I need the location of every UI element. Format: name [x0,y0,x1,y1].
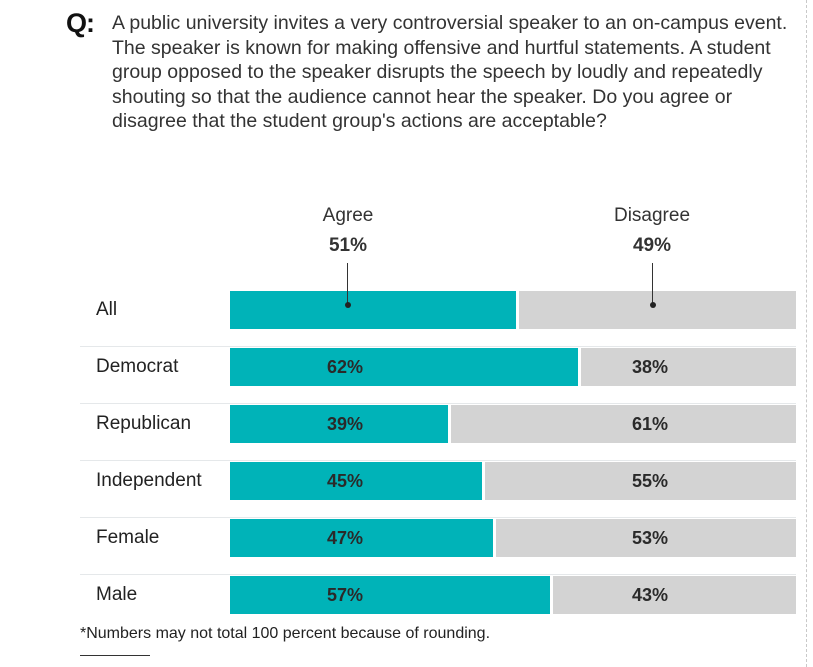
legend-agree-label: Agree [322,205,374,226]
bar-agree: 62% [230,348,578,386]
data-label-disagree: 38% [632,357,669,377]
data-label-agree: 57% [327,585,364,605]
bar-disagree: 43% [553,576,796,614]
chart-row-democrat: Democrat 62% 38% [80,346,796,405]
legend-agree-value: 51% [328,235,368,256]
footnote: *Numbers may not total 100 percent becau… [80,625,491,642]
chart-row-all: All [80,291,796,348]
data-label-agree: 39% [327,414,364,434]
bar-agree: 45% [230,462,482,500]
question-text: A public university invites a very contr… [112,12,788,132]
legend-disagree-leader-dot [649,302,656,308]
bar-disagree: 53% [496,519,796,557]
data-label-agree: 45% [327,471,364,491]
legend-disagree-value: 49% [632,235,672,256]
data-label-disagree: 55% [632,471,669,491]
chart-row-republican: Republican 39% 61% [80,403,796,462]
category-label: Male [96,584,138,605]
bar-agree: 47% [230,519,493,557]
data-label-disagree: 53% [632,528,669,548]
footnote-rule [80,655,150,656]
data-label-disagree: 61% [632,414,669,434]
bar-disagree: 61% [451,405,796,443]
row-separator [80,517,796,518]
legend-agree: Agree 51% [278,205,418,257]
page-edge-divider [806,0,807,667]
row-separator [80,403,796,404]
chart-row-female: Female 47% 53% [80,517,796,576]
row-separator [80,574,796,575]
bar-agree: 39% [230,405,448,443]
question-marker: Q: [66,8,95,38]
row-separator [80,346,796,347]
legend-disagree-leader-line [652,263,653,303]
legend-agree-leader-line [347,263,348,303]
data-label-disagree: 43% [632,585,669,605]
bar-disagree: 38% [581,348,796,386]
data-label-agree: 47% [327,528,364,548]
chart-row-male: Male 57% 43% [80,574,796,633]
category-label: Independent [96,470,202,491]
category-label: Republican [96,413,192,434]
legend-agree-leader-dot [344,302,351,308]
category-label: All [96,299,118,320]
chart-row-independent: Independent 45% 55% [80,460,796,519]
category-label: Democrat [96,356,179,377]
data-label-agree: 62% [327,357,364,377]
legend-disagree-label: Disagree [613,205,691,226]
bar-agree [230,291,516,329]
bar-agree: 57% [230,576,550,614]
bar-disagree: 55% [485,462,796,500]
legend-disagree: Disagree 49% [582,205,722,257]
row-separator [80,460,796,461]
category-label: Female [96,527,160,548]
bar-disagree [519,291,796,329]
